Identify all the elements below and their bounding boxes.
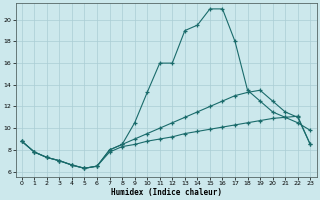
X-axis label: Humidex (Indice chaleur): Humidex (Indice chaleur) [110,188,221,197]
